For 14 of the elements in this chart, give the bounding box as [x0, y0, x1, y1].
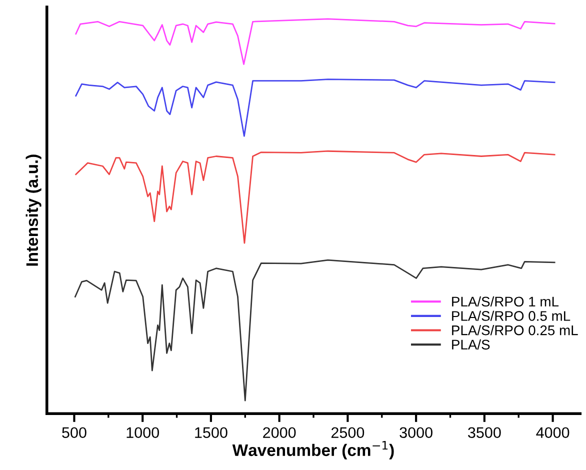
legend-label: PLA/S/RPO 0.5 mL [452, 310, 570, 321]
x-tick-label: 1000 [126, 427, 159, 438]
x-tick-label: 2000 [263, 427, 296, 438]
x-tick-label: 3500 [468, 427, 501, 438]
x-tick-label: 3000 [400, 427, 432, 438]
y-axis-title: Intensity (a.u.) [26, 154, 42, 266]
legend-label: PLA/S [452, 339, 490, 350]
x-tick-label: 2500 [331, 427, 364, 438]
legend-label: PLA/S/RPO 0.25 mL [452, 325, 578, 336]
x-tick-label: 500 [62, 427, 86, 438]
x-axis-title: Wavenumber (cm$^{−1}$) [232, 441, 394, 460]
x-tick-label: 1500 [195, 427, 228, 438]
legend-label: PLA/S/RPO 1 mL [452, 296, 559, 307]
x-tick-label: 4000 [536, 427, 570, 438]
